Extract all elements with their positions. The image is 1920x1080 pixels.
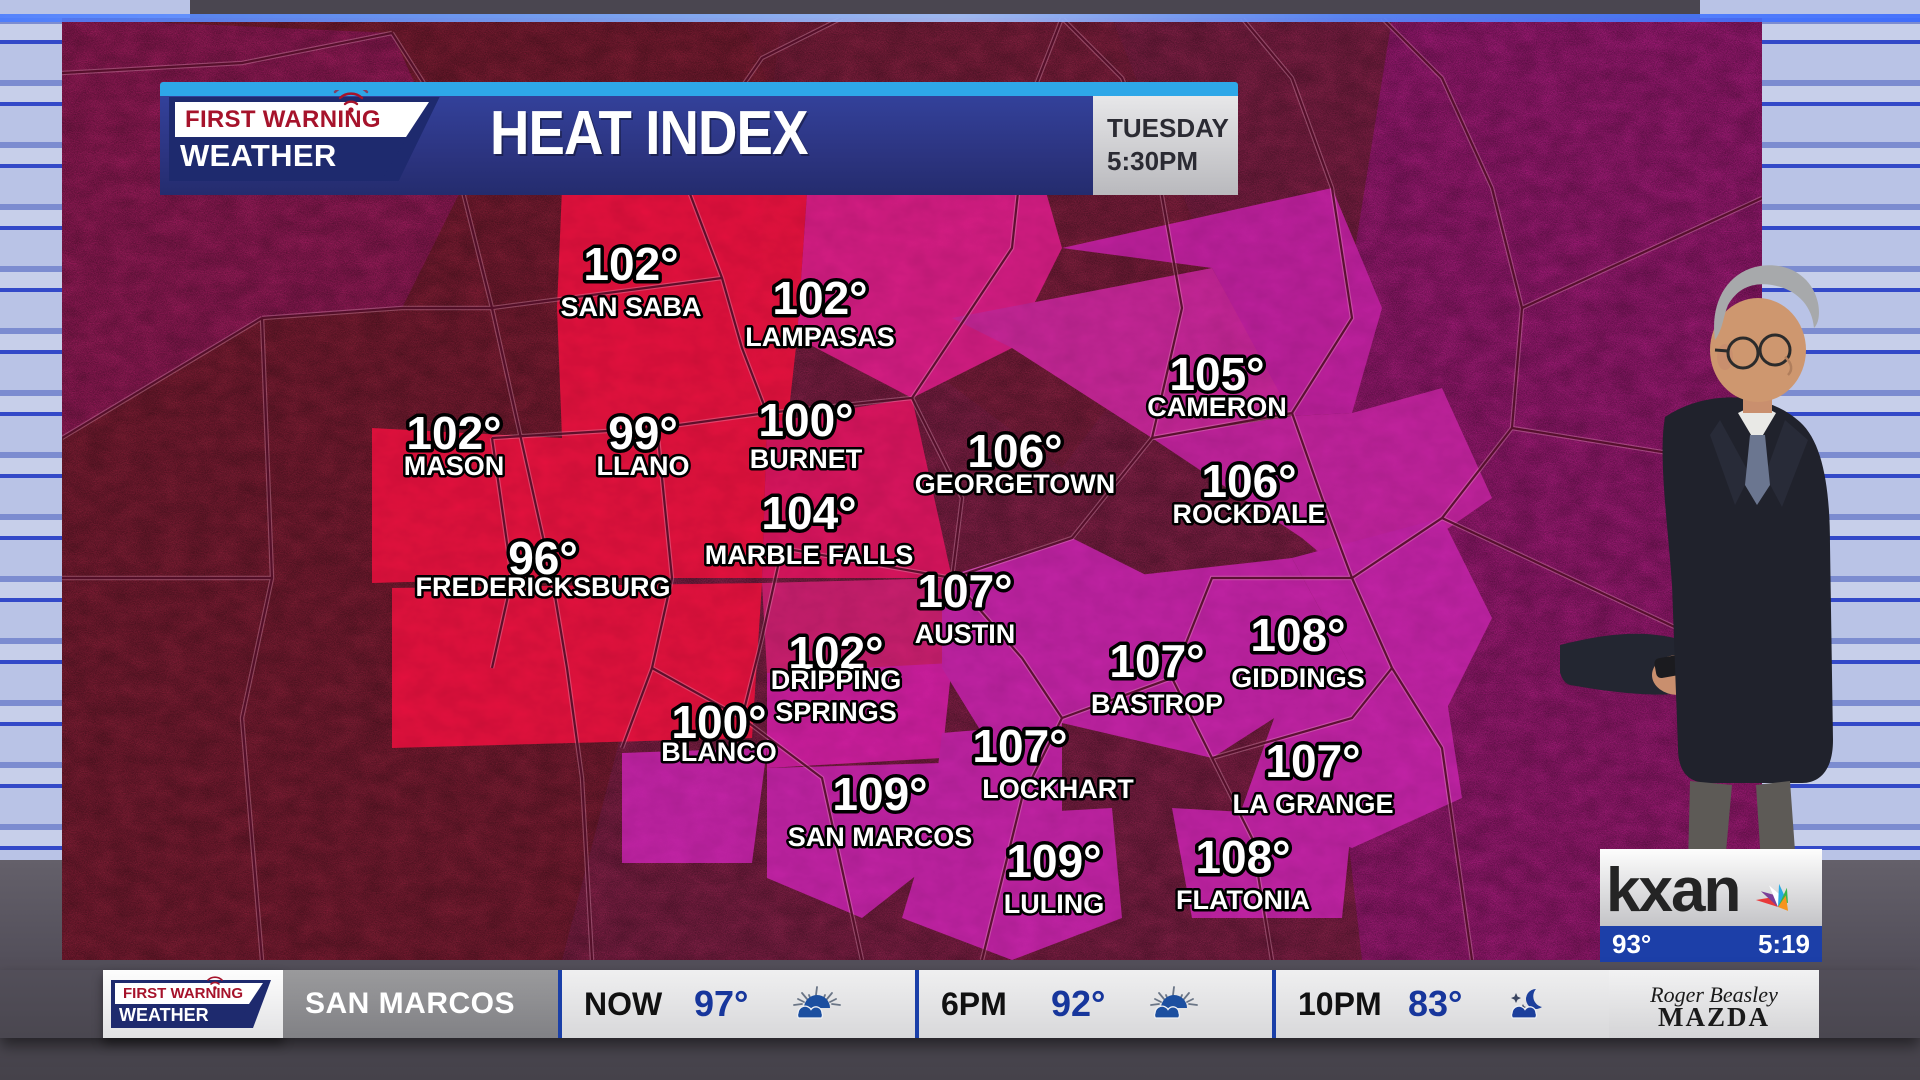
svg-text:LAMPASAS: LAMPASAS bbox=[745, 322, 895, 352]
svg-text:MAZDA: MAZDA bbox=[1658, 1002, 1770, 1032]
svg-text:107°: 107° bbox=[1265, 735, 1360, 787]
svg-text:102°: 102° bbox=[583, 238, 678, 290]
svg-text:LOCKHART: LOCKHART bbox=[982, 774, 1134, 804]
svg-text:107°: 107° bbox=[917, 565, 1012, 617]
svg-text:102°: 102° bbox=[772, 272, 867, 324]
svg-text:107°: 107° bbox=[972, 720, 1067, 772]
svg-text:108°: 108° bbox=[1195, 831, 1290, 883]
svg-text:109°: 109° bbox=[832, 768, 927, 820]
svg-text:104°: 104° bbox=[761, 487, 856, 539]
svg-text:WEATHER: WEATHER bbox=[119, 1005, 209, 1025]
svg-text:GIDDINGS: GIDDINGS bbox=[1231, 663, 1365, 693]
svg-text:108°: 108° bbox=[1250, 609, 1345, 661]
svg-text:107°: 107° bbox=[1109, 635, 1204, 687]
svg-text:BLANCO: BLANCO bbox=[661, 737, 777, 767]
svg-text:LA GRANGE: LA GRANGE bbox=[1233, 789, 1394, 819]
svg-text:FLATONIA: FLATONIA bbox=[1176, 885, 1310, 915]
svg-text:FREDERICKSBURG: FREDERICKSBURG bbox=[415, 572, 670, 602]
svg-text:SAN MARCOS: SAN MARCOS bbox=[788, 822, 973, 852]
svg-text:CAMERON: CAMERON bbox=[1147, 392, 1287, 422]
svg-text:BASTROP: BASTROP bbox=[1091, 689, 1223, 719]
svg-text:LLANO: LLANO bbox=[597, 451, 690, 481]
svg-text:109°: 109° bbox=[1006, 835, 1101, 887]
svg-text:SPRINGS: SPRINGS bbox=[775, 697, 897, 727]
svg-text:kxan: kxan bbox=[1606, 856, 1739, 925]
svg-text:MASON: MASON bbox=[404, 451, 505, 481]
svg-text:DRIPPING: DRIPPING bbox=[771, 665, 902, 695]
svg-text:WEATHER: WEATHER bbox=[180, 138, 337, 173]
svg-text:100°: 100° bbox=[758, 394, 853, 446]
svg-text:FIRST WARNING: FIRST WARNING bbox=[123, 985, 243, 1002]
svg-text:SAN SABA: SAN SABA bbox=[560, 292, 701, 322]
svg-text:AUSTIN: AUSTIN bbox=[915, 619, 1016, 649]
svg-text:BURNET: BURNET bbox=[750, 444, 863, 474]
svg-text:GEORGETOWN: GEORGETOWN bbox=[915, 469, 1116, 499]
svg-text:ROCKDALE: ROCKDALE bbox=[1173, 499, 1326, 529]
svg-text:LULING: LULING bbox=[1004, 889, 1105, 919]
svg-text:MARBLE FALLS: MARBLE FALLS bbox=[705, 540, 914, 570]
